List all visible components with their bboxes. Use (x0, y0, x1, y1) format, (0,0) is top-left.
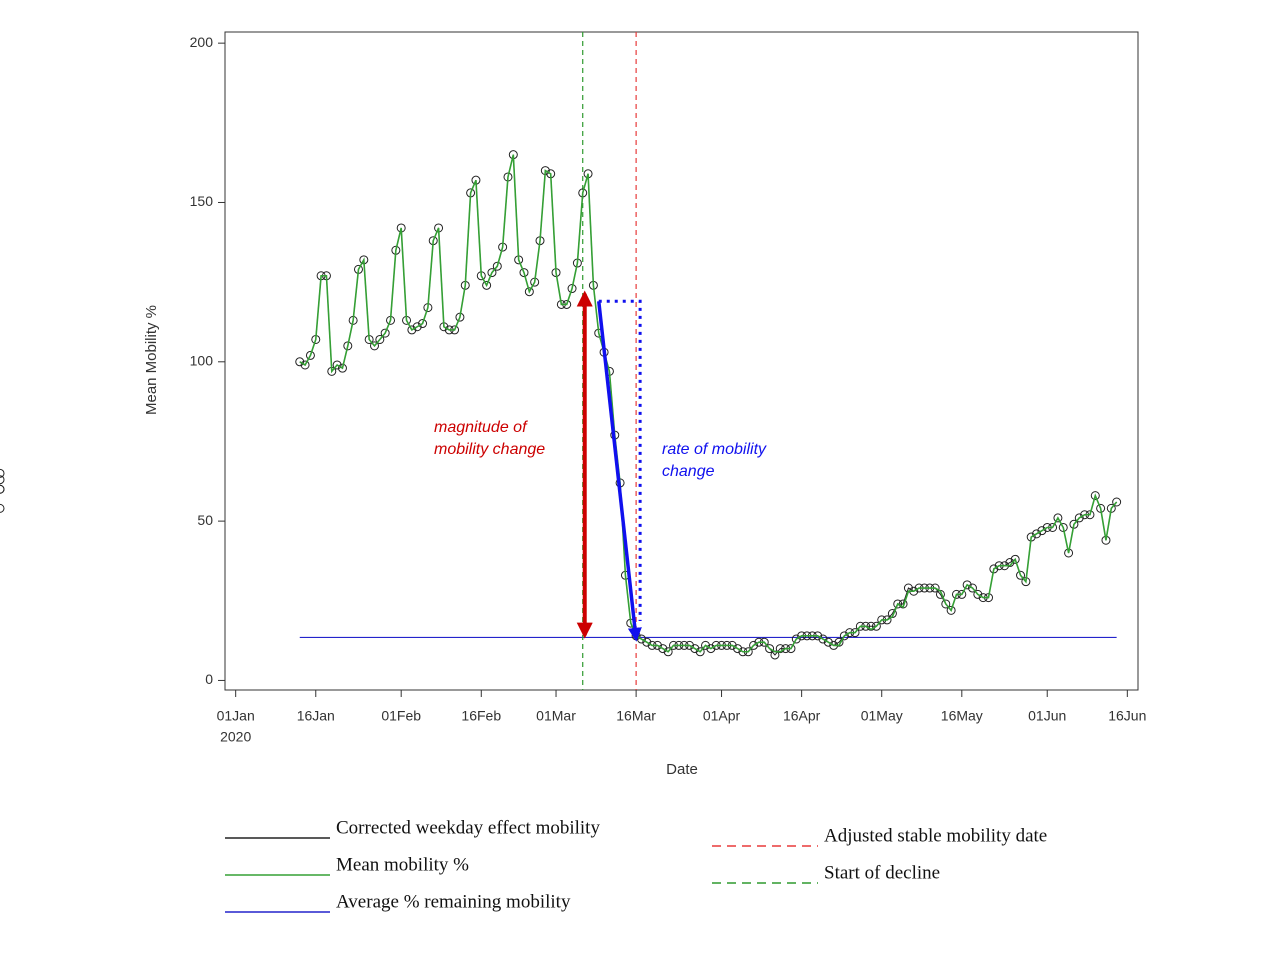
data-point (695, 647, 705, 657)
x-tick-label: 16Mar (616, 708, 656, 724)
data-point (893, 599, 903, 609)
data-point (0, 503, 5, 513)
y-tick-label: 200 (190, 34, 214, 50)
data-point (295, 357, 305, 367)
data-point (658, 644, 668, 654)
annotation-text: rate of mobility (662, 441, 767, 458)
data-point (0, 468, 5, 478)
x-tick-label: 16Jun (1108, 708, 1146, 724)
data-point (375, 334, 385, 344)
x-tick-label: 16May (941, 708, 983, 724)
data-point (962, 580, 972, 590)
data-point (412, 322, 422, 332)
data-point (1037, 526, 1047, 536)
x-tick-label: 01May (861, 708, 903, 724)
data-point (690, 644, 700, 654)
legend-label: Corrected weekday effect mobility (336, 817, 600, 838)
data-point (332, 360, 342, 370)
data-point (369, 341, 379, 351)
x-tick-label: 01Apr (703, 708, 741, 724)
data-point (733, 644, 743, 654)
data-point (834, 637, 844, 647)
data-point (946, 605, 956, 615)
y-tick-label: 50 (197, 512, 213, 528)
data-point (519, 268, 529, 278)
data-point (0, 475, 5, 485)
data-point (1074, 513, 1084, 523)
data-point (418, 319, 428, 329)
x-tick-sublabel: 2020 (220, 729, 251, 745)
data-point (524, 287, 534, 297)
y-tick-label: 100 (190, 352, 214, 368)
series-line (299, 154, 1118, 656)
data-point (300, 360, 310, 370)
x-tick-label: 01Mar (536, 708, 576, 724)
data-point (941, 599, 951, 609)
annotation-text: mobility change (434, 441, 545, 458)
data-point (791, 634, 801, 644)
data-point (1058, 522, 1068, 532)
x-axis-title: Date (666, 761, 698, 778)
data-point (1112, 497, 1122, 507)
data-point (1005, 558, 1015, 568)
data-point (1010, 554, 1020, 564)
data-point (0, 484, 5, 494)
data-point (663, 647, 673, 657)
data-point (967, 583, 977, 593)
annotation-text: change (662, 463, 715, 480)
data-point (305, 350, 315, 360)
data-point (380, 328, 390, 338)
x-tick-label: 01Jan (217, 708, 255, 724)
data-point (749, 640, 759, 650)
series-line (299, 154, 1118, 653)
data-point (642, 637, 652, 647)
annotation-text: magnitude of (434, 419, 528, 436)
data-point (823, 637, 833, 647)
y-axis-title: Mean Mobility % (143, 305, 160, 415)
y-tick-label: 0 (205, 671, 213, 687)
legend-label: Mean mobility % (336, 854, 469, 875)
data-point (818, 634, 828, 644)
data-point (1090, 491, 1100, 501)
rate-dotted-guide (598, 299, 642, 622)
data-point (343, 341, 353, 351)
x-tick-label: 01Jun (1028, 708, 1066, 724)
data-point (839, 631, 849, 641)
plot-frame (224, 31, 1139, 691)
data-point (567, 284, 577, 294)
data-point (871, 621, 881, 631)
rate-arrow (597, 301, 642, 642)
data-point (1053, 513, 1063, 523)
x-tick-label: 16Feb (461, 708, 501, 724)
legend-label: Average % remaining mobility (336, 891, 571, 912)
x-tick-label: 16Jan (297, 708, 335, 724)
data-point (1032, 529, 1042, 539)
data-point (973, 589, 983, 599)
data-point (487, 268, 497, 278)
x-tick-label: 01Feb (381, 708, 421, 724)
data-point (337, 363, 347, 373)
x-tick-label: 16Apr (783, 708, 821, 724)
y-tick-label: 150 (190, 193, 214, 209)
data-point (492, 261, 502, 271)
data-point (765, 644, 775, 654)
data-point (1016, 570, 1026, 580)
legend-label: Adjusted stable mobility date (824, 825, 1047, 846)
data-point (706, 644, 716, 654)
data-point (701, 640, 711, 650)
legend-label: Start of decline (824, 862, 940, 883)
data-point (407, 325, 417, 335)
data-point (482, 280, 492, 290)
